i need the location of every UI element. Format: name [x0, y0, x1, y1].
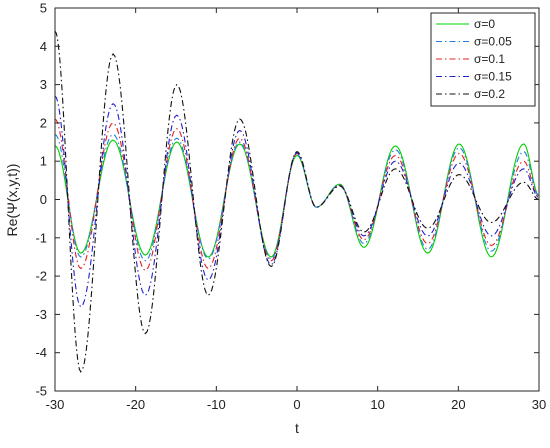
series-layer: [54, 30, 540, 373]
x-tick-label: 30: [532, 397, 546, 412]
series-line-1: [54, 133, 540, 262]
y-tick-label: 0: [40, 192, 47, 207]
legend: σ=0 σ=0.05 σ=0.1 σ=0.15 σ=0.2: [430, 12, 536, 107]
y-tick-label: -5: [35, 384, 47, 399]
x-tick-label: -30: [46, 397, 65, 412]
series-line-4: [54, 30, 540, 373]
y-tick-label: -2: [35, 269, 47, 284]
x-tick-label: 0: [293, 397, 300, 412]
legend-label-4: σ=0.2: [474, 87, 505, 101]
legend-label-0: σ=0: [474, 17, 495, 31]
y-axis-label: Re(Ψ(x,y,t)): [4, 164, 20, 237]
y-tick-label: 5: [40, 1, 47, 16]
x-tick-label: 20: [451, 397, 465, 412]
legend-label-1: σ=0.05: [474, 35, 512, 49]
legend-label-3: σ=0.15: [474, 70, 512, 84]
y-tick-label: -1: [35, 230, 47, 245]
y-tick-label: 2: [40, 115, 47, 130]
legend-box: [430, 12, 536, 107]
y-tick-label: -4: [35, 345, 47, 360]
x-axis-label: t: [295, 420, 299, 436]
y-tick-label: 1: [40, 154, 47, 169]
x-tick-label: -10: [207, 397, 226, 412]
y-tick-label: 3: [40, 77, 47, 92]
x-tick-label: 10: [370, 397, 384, 412]
series-line-2: [54, 118, 540, 272]
x-tick-label: -20: [126, 397, 145, 412]
y-tick-label: -3: [35, 307, 47, 322]
y-tick-label: 4: [40, 39, 47, 54]
legend-label-2: σ=0.1: [474, 52, 505, 66]
